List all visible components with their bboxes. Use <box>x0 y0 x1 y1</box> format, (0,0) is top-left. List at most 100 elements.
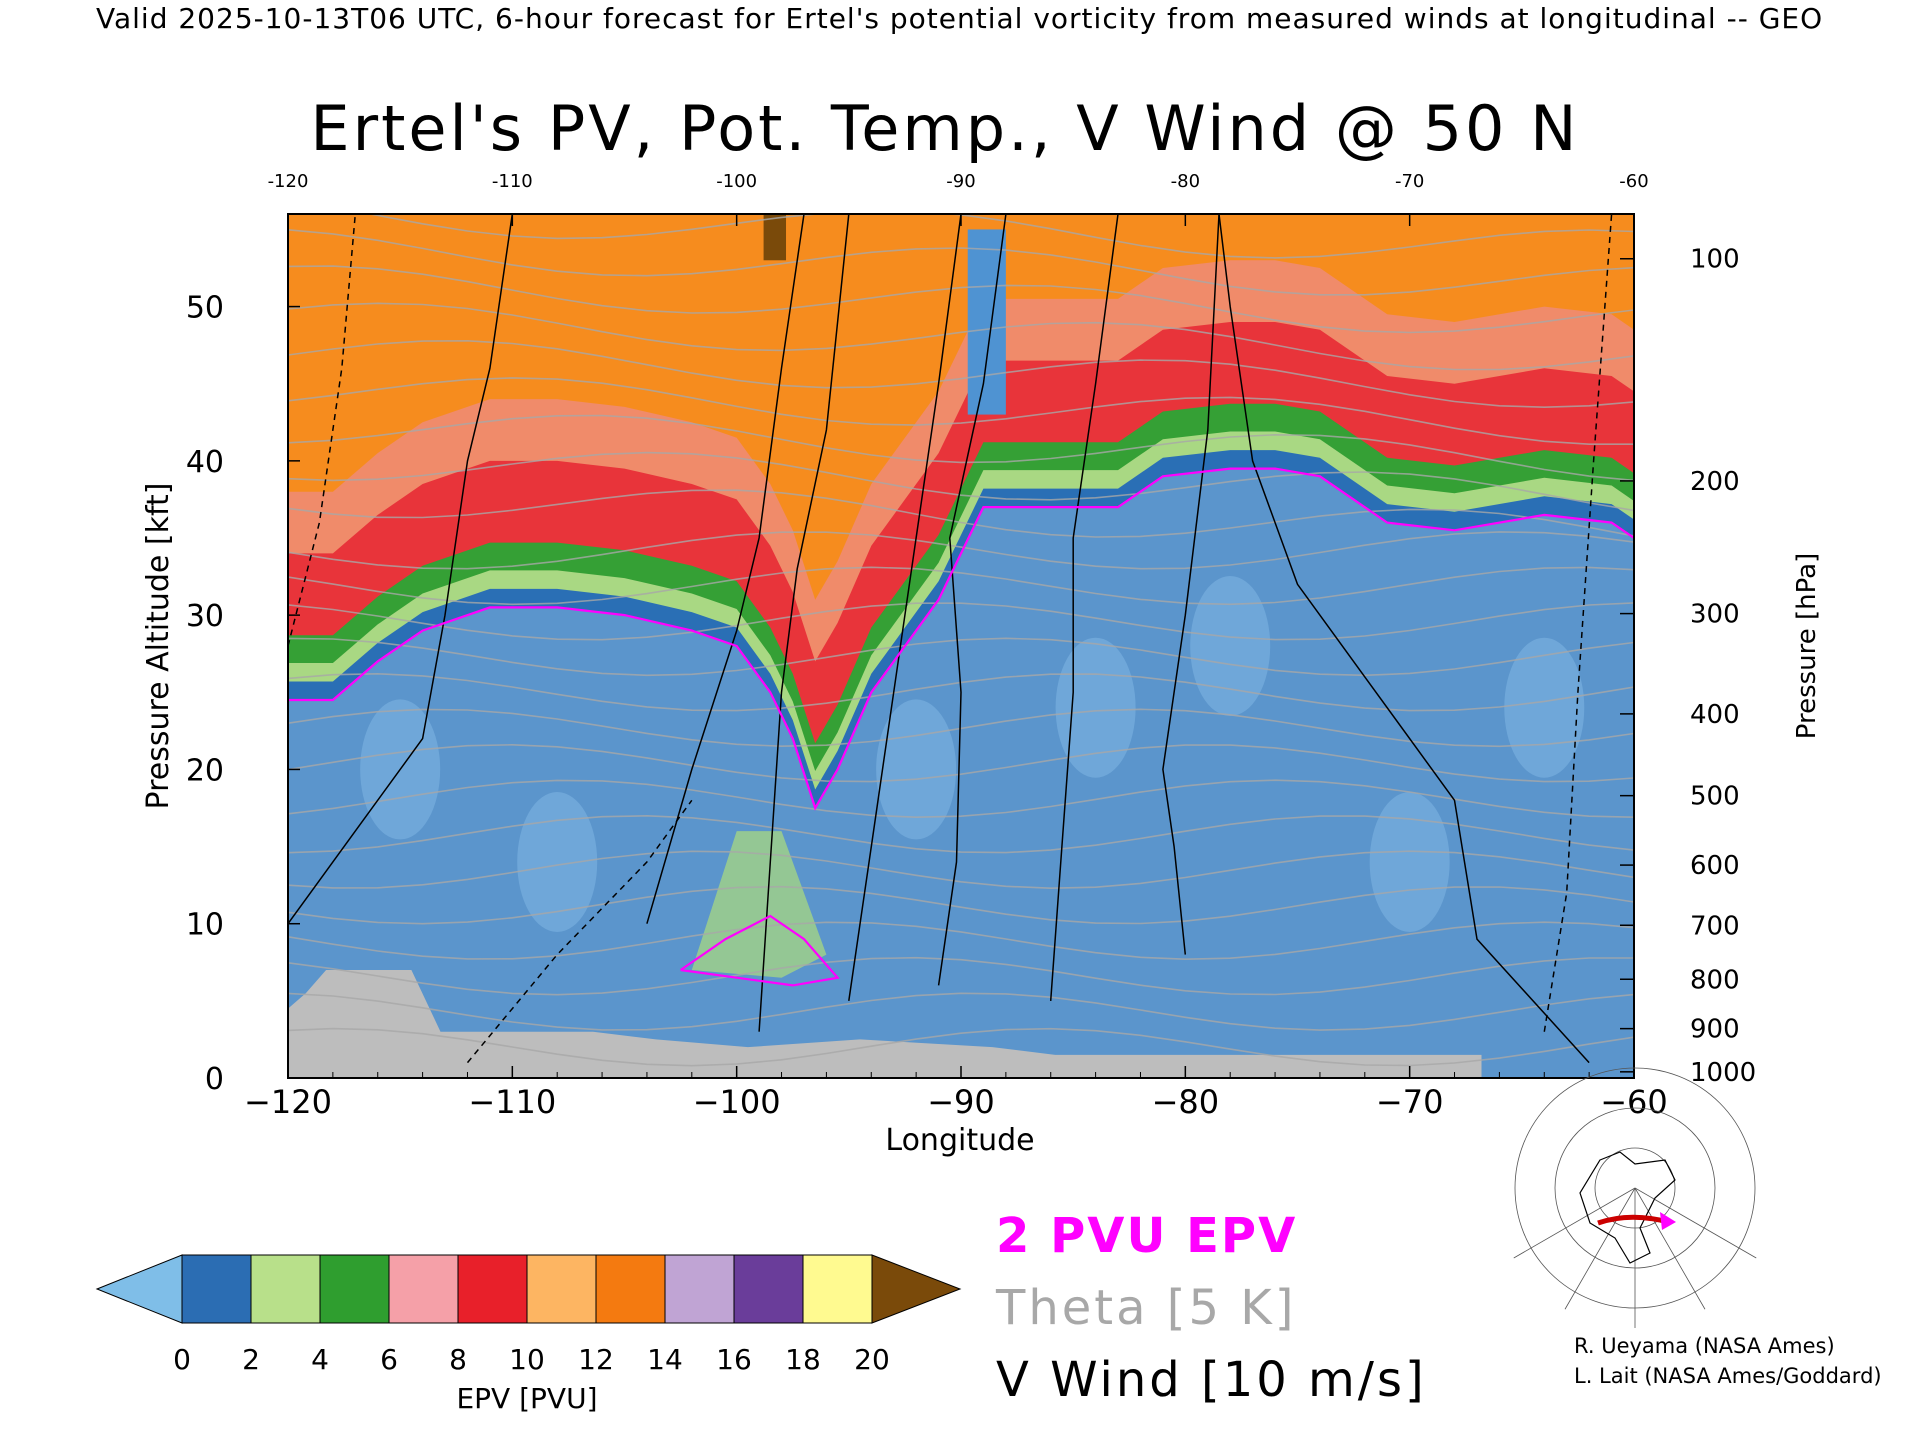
vwind-contour-negative <box>466 799 693 1064</box>
epv-pale-patch <box>876 699 957 840</box>
valid-time-caption: Valid 2025-10-13T06 UTC, 6-hour forecast… <box>96 2 1824 35</box>
theta-contour <box>288 956 1634 996</box>
theta-contour <box>288 814 1634 854</box>
legend-theta: Theta [5 K] <box>996 1280 1297 1336</box>
theta-contour <box>288 339 1634 409</box>
y-axis-label: Pressure Altitude [kft] <box>141 483 176 810</box>
colorbar-cell <box>181 1254 252 1324</box>
y-tick-label: 40 <box>186 445 224 480</box>
colorbar-low-arrow <box>95 1254 183 1324</box>
theta-contour <box>288 1027 1634 1067</box>
theta-contour <box>288 921 1634 961</box>
colorbar-cell <box>595 1254 666 1324</box>
pressure-tick-label: 500 <box>1690 782 1740 812</box>
theta-contour <box>288 779 1634 819</box>
meridian <box>1564 1187 1636 1310</box>
vwind-contour <box>1049 214 1119 1001</box>
colorbar-label: EPV [PVU] <box>456 1382 597 1415</box>
colorbar: 0 2 4 6 8 10 12 14 16 18 20 EPV [PVU] <box>95 1254 962 1415</box>
meridian <box>1634 1187 1757 1259</box>
theta-contour <box>288 637 1634 677</box>
pressure-tick-label: 200 <box>1690 467 1740 497</box>
vwind-contour <box>288 214 514 925</box>
colorbar-cell <box>526 1254 597 1324</box>
theta-contour <box>288 850 1634 890</box>
y2-axis-label: Pressure [hPa] <box>1792 553 1822 740</box>
theta-contour <box>288 302 1634 371</box>
epv-pale-patch <box>1190 576 1271 716</box>
inset-map <box>1513 1067 1757 1328</box>
vwind-contour <box>937 214 1007 986</box>
pressure-tick-label: 700 <box>1690 911 1740 941</box>
colorbar-cell <box>250 1254 321 1324</box>
epv-band-12pvu <box>288 214 1634 600</box>
legend-epv-contour: 2 PVU EPV <box>996 1208 1298 1264</box>
y-tick-label: 30 <box>186 599 224 634</box>
x-tick-label: −60 <box>1600 1083 1668 1121</box>
epv-2pvu-contour <box>288 467 1634 811</box>
colorbar-tick-label: 6 <box>380 1343 398 1376</box>
y-tick-label: 20 <box>186 753 224 788</box>
vwind-contour-negative <box>1543 214 1613 1032</box>
epv-pale-patch <box>1504 637 1585 778</box>
pressure-tick-label: 1000 <box>1690 1058 1756 1088</box>
theta-contour <box>288 566 1634 606</box>
inset-map-graphic <box>1513 1067 1757 1328</box>
contour-overlays <box>288 214 1634 1067</box>
x-tick-label: −110 <box>468 1083 556 1121</box>
x-tick-label: −90 <box>927 1083 995 1121</box>
colorbar-tick-label: 0 <box>173 1343 191 1376</box>
x-tick-label: −70 <box>1376 1083 1444 1121</box>
chart-title: Ertel's PV, Pot. Temp., V Wind @ 50 N <box>310 92 1580 165</box>
pressure-tick-label: 400 <box>1690 700 1740 730</box>
vwind-contour <box>1218 214 1590 1064</box>
colorbar-tick-label: 16 <box>716 1343 752 1376</box>
epv-low-patch <box>691 831 827 978</box>
axes: −120 -120 −110 -110 −100 -100 −90 -90 −80 -80 −70 -… <box>141 171 1822 1158</box>
x-top-tick-label: -110 <box>492 171 533 192</box>
theta-contour <box>288 531 1634 570</box>
colorbar-tick-label: 4 <box>311 1343 329 1376</box>
epv-2pvu-contour-lower <box>679 914 840 987</box>
colorbar-cell <box>457 1254 528 1324</box>
x-top-tick-label: -90 <box>946 171 975 192</box>
vwind-contour <box>646 214 805 924</box>
credit-line-2: L. Lait (NASA Ames/Goddard) <box>1574 1364 1882 1388</box>
theta-contour <box>288 743 1634 783</box>
epv-pale-patch <box>517 792 598 932</box>
theta-contour <box>288 377 1634 446</box>
pressure-tick-label: 600 <box>1690 851 1740 881</box>
theta-contour <box>288 451 1634 512</box>
colorbar-tick-label: 20 <box>854 1343 890 1376</box>
vwind-contour <box>1162 214 1220 955</box>
theta-contour <box>288 414 1634 482</box>
y-tick-label: 10 <box>186 908 224 943</box>
x-tick-label: −120 <box>244 1083 332 1121</box>
colorbar-tick-label: 18 <box>785 1343 821 1376</box>
pressure-tick-label: 800 <box>1690 965 1740 995</box>
terrain <box>288 970 1482 1078</box>
theta-contour <box>288 489 1634 538</box>
x-top-tick-label: -80 <box>1171 171 1200 192</box>
colorbar-cell <box>319 1254 390 1324</box>
theta-contour <box>288 229 1634 296</box>
colorbar-tick-label: 12 <box>578 1343 614 1376</box>
x-top-tick-label: -70 <box>1395 171 1424 192</box>
x-axis-label: Longitude <box>885 1123 1034 1158</box>
continent-outline <box>1579 1151 1676 1264</box>
vwind-contour <box>848 214 962 1002</box>
vwind-contour <box>758 214 850 1032</box>
theta-contour <box>288 708 1634 748</box>
x-tick-label: −80 <box>1152 1083 1220 1121</box>
colorbar-cell <box>664 1254 735 1324</box>
colorbar-cell <box>388 1254 459 1324</box>
theta-contour <box>288 885 1634 925</box>
credit-line-1: R. Ueyama (NASA Ames) <box>1574 1334 1835 1358</box>
theta-contour <box>288 265 1634 334</box>
epv-high-spike <box>763 214 787 261</box>
colorbar-tick-label: 14 <box>647 1343 683 1376</box>
y-tick-label: 0 <box>205 1062 224 1097</box>
pressure-tick-label: 300 <box>1690 600 1740 630</box>
